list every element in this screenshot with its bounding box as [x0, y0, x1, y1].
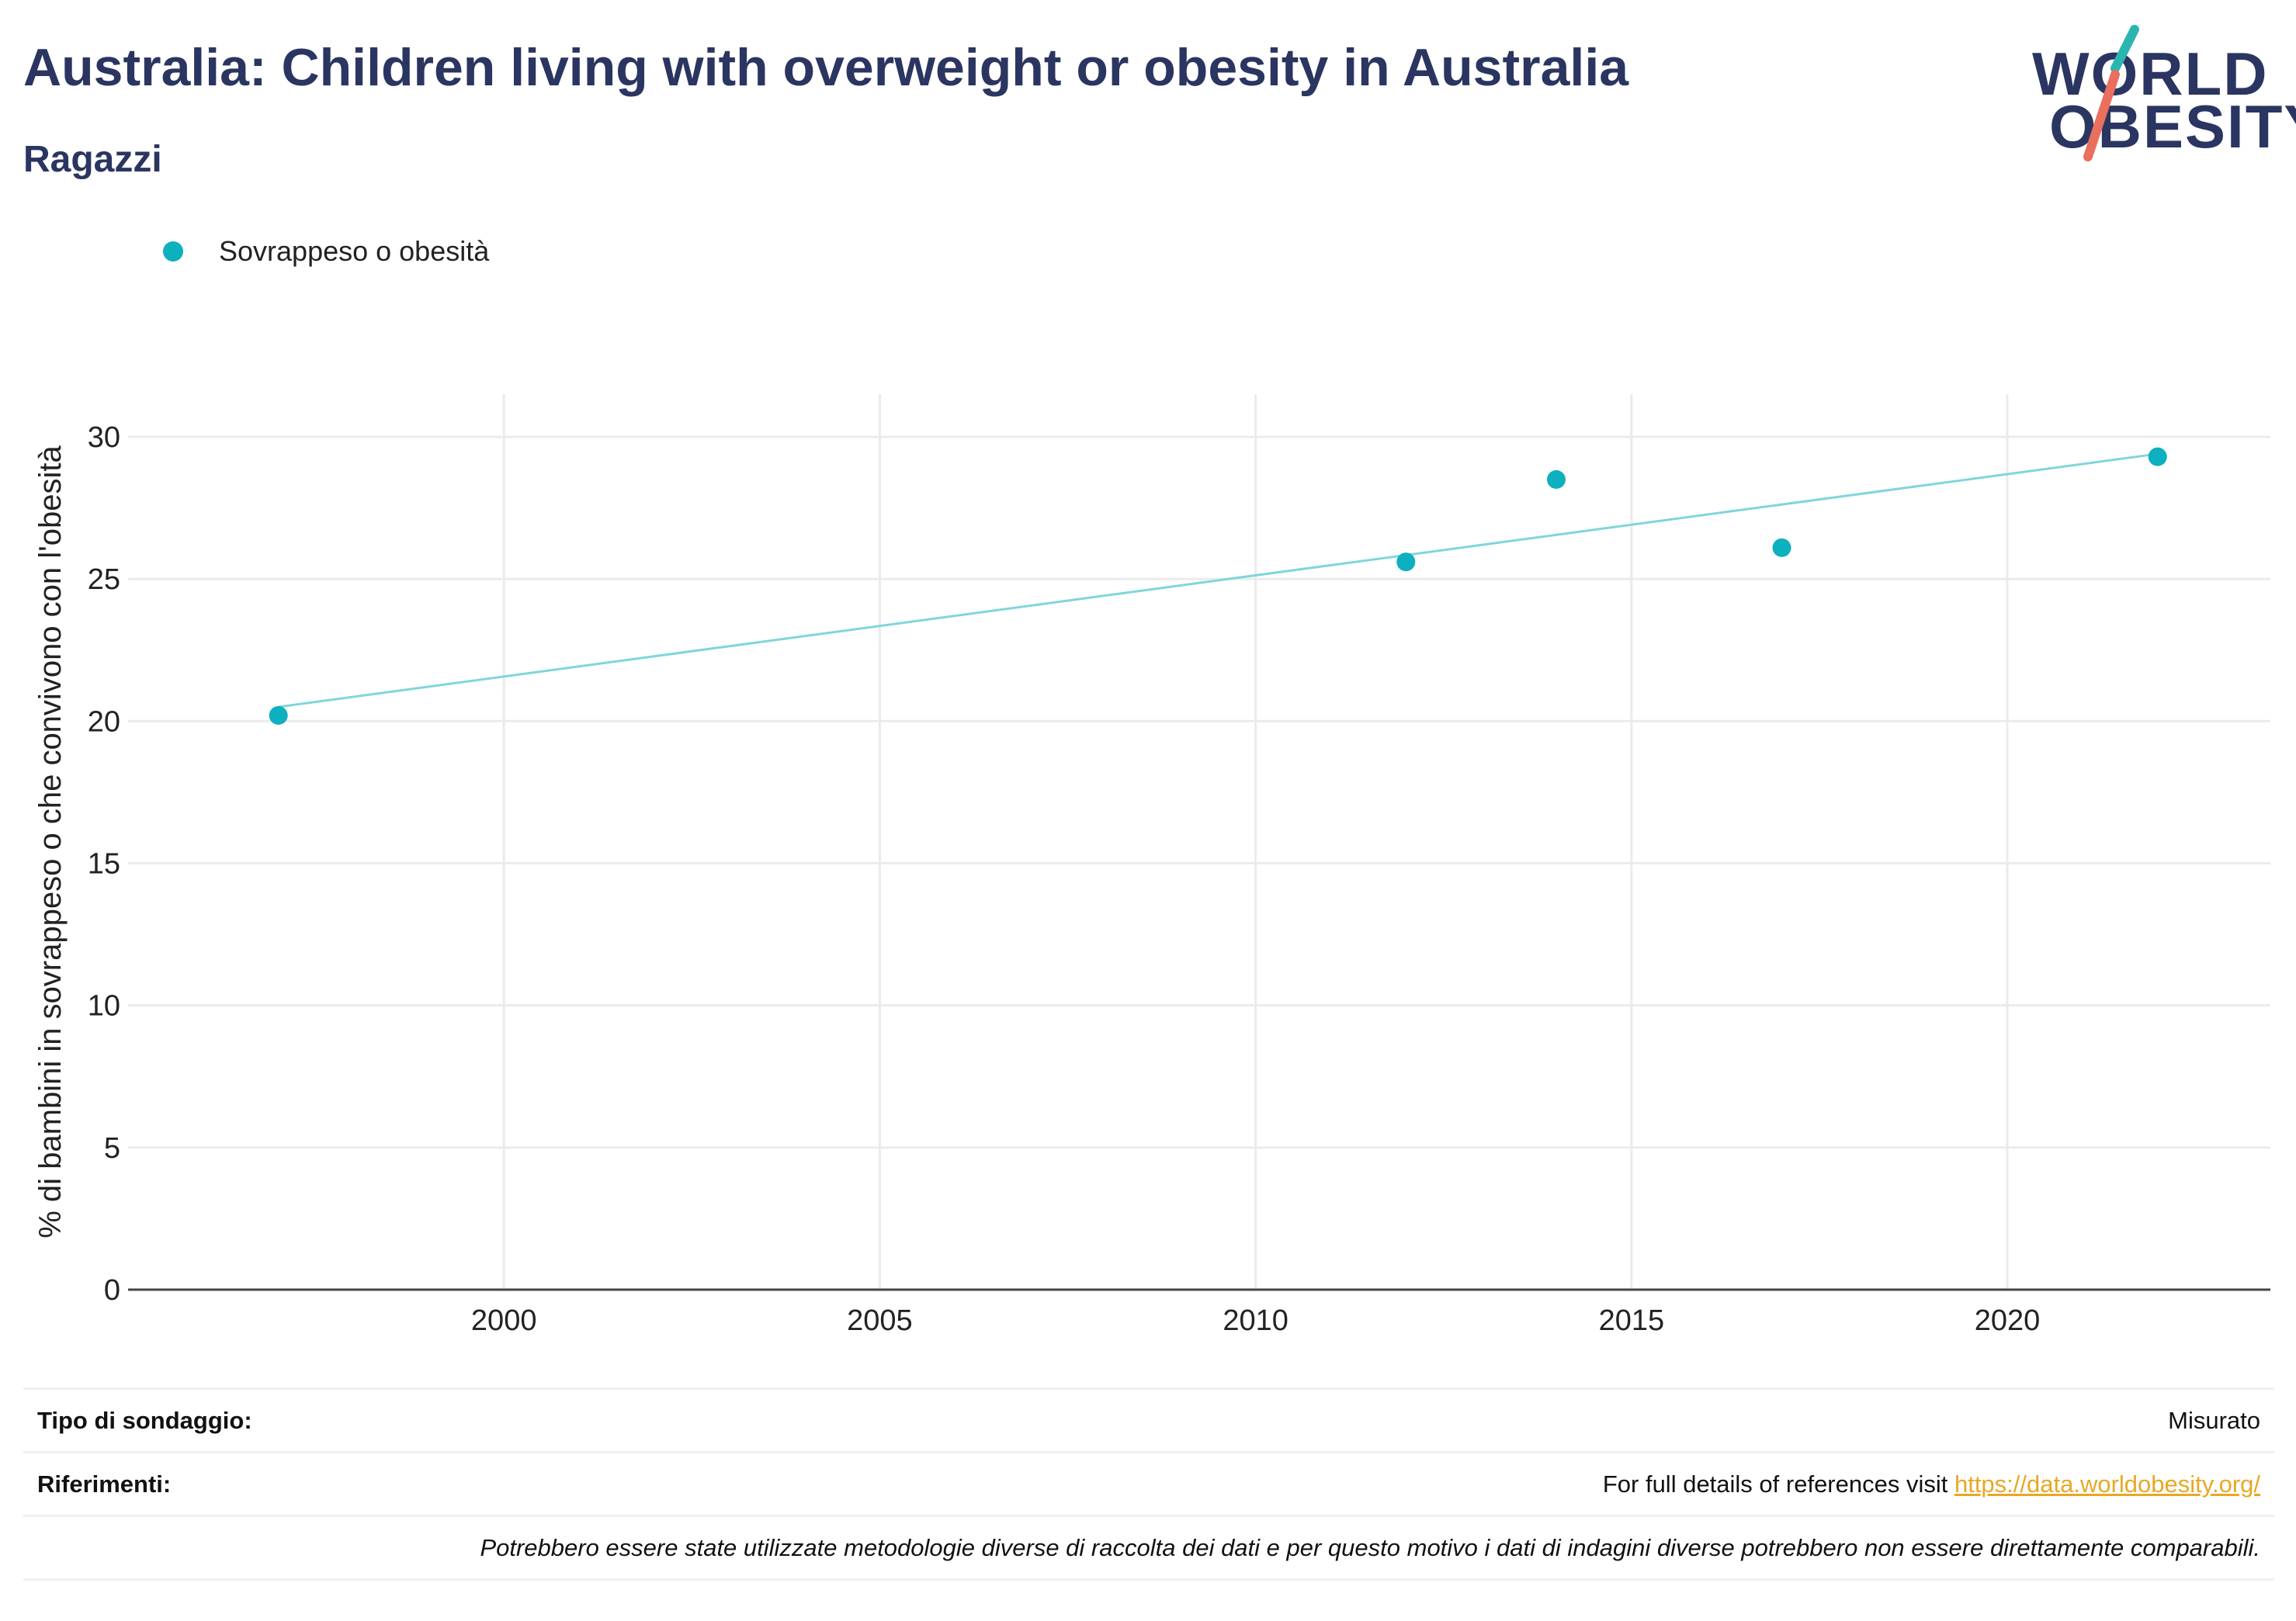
data-point: [1772, 538, 1791, 557]
x-tick-label: 2005: [847, 1304, 913, 1335]
data-point: [269, 705, 288, 725]
y-axis-label: % di bambini in sovrappeso o che convivo…: [33, 445, 68, 1238]
legend-label: Sovrappeso o obesità: [219, 235, 490, 267]
footer-divider: [23, 1515, 2274, 1517]
y-tick-label: 25: [88, 563, 120, 596]
references-value: For full details of references visit htt…: [1603, 1470, 2260, 1498]
chart-subtitle: Ragazzi: [23, 139, 162, 180]
legend[interactable]: Sovrappeso o obesità: [163, 234, 489, 268]
world-obesity-logo: WORLD OBESITY: [2018, 23, 2296, 171]
data-point: [1396, 552, 1416, 572]
footer-divider: [23, 1451, 2274, 1453]
logo-slash-icon: [2083, 25, 2139, 161]
y-tick-label: 30: [88, 421, 120, 454]
data-point: [2148, 447, 2167, 466]
footer-divider: [23, 1578, 2274, 1581]
y-tick-label: 10: [88, 990, 120, 1023]
data-point: [1547, 469, 1566, 489]
x-tick-label: 2000: [471, 1304, 537, 1335]
methodology-note: Potrebbero essere state utilizzate metod…: [480, 1534, 2260, 1561]
y-tick-label: 15: [88, 847, 120, 880]
survey-type-value: Misurato: [2168, 1407, 2260, 1434]
references-link[interactable]: https://data.worldobesity.org/: [1954, 1470, 2260, 1498]
survey-type-label: Tipo di sondaggio:: [37, 1407, 252, 1434]
legend-marker-icon: [163, 241, 183, 262]
chart-svg: 2000 2005 2010 2015 2020 0 5 10 15 20 25 30 % di bam…: [33, 394, 2270, 1335]
x-tick-label: 2010: [1223, 1304, 1288, 1335]
y-tick-label: 20: [88, 705, 120, 738]
references-text: For full details of references visit: [1602, 1470, 1954, 1498]
references-label: Riferimenti:: [37, 1470, 172, 1498]
footer-divider: [23, 1387, 2274, 1390]
trend-line: [278, 452, 2158, 708]
y-tick-label: 5: [104, 1132, 120, 1165]
x-tick-label: 2015: [1599, 1304, 1665, 1335]
chart-title: Australia: Children living with overweig…: [23, 38, 1629, 97]
x-tick-label: 2020: [1975, 1304, 2041, 1335]
y-tick-label: 0: [104, 1274, 120, 1307]
logo-line-world: WORLD: [2032, 40, 2269, 108]
